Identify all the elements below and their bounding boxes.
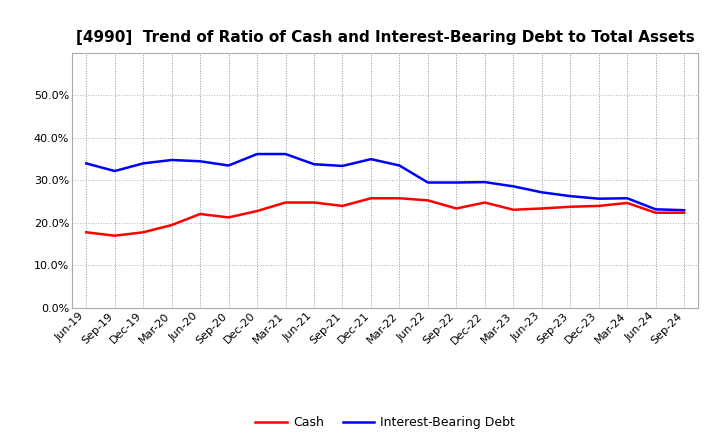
Interest-Bearing Debt bbox=[652, 207, 660, 212]
Cash bbox=[253, 209, 261, 214]
Cash bbox=[509, 207, 518, 213]
Cash bbox=[652, 210, 660, 215]
Cash bbox=[282, 200, 290, 205]
Interest-Bearing Debt bbox=[509, 184, 518, 189]
Cash bbox=[225, 215, 233, 220]
Cash bbox=[423, 198, 432, 203]
Interest-Bearing Debt bbox=[395, 163, 404, 168]
Interest-Bearing Debt bbox=[196, 159, 204, 164]
Interest-Bearing Debt bbox=[167, 158, 176, 163]
Interest-Bearing Debt bbox=[366, 157, 375, 162]
Cash bbox=[310, 200, 318, 205]
Interest-Bearing Debt bbox=[225, 163, 233, 168]
Cash bbox=[82, 230, 91, 235]
Interest-Bearing Debt bbox=[595, 196, 603, 202]
Interest-Bearing Debt bbox=[310, 161, 318, 167]
Interest-Bearing Debt bbox=[82, 161, 91, 166]
Interest-Bearing Debt bbox=[338, 163, 347, 169]
Cash bbox=[167, 222, 176, 228]
Cash bbox=[139, 230, 148, 235]
Cash bbox=[110, 233, 119, 238]
Interest-Bearing Debt bbox=[566, 194, 575, 199]
Cash bbox=[566, 204, 575, 209]
Interest-Bearing Debt bbox=[537, 190, 546, 195]
Interest-Bearing Debt bbox=[680, 208, 688, 213]
Line: Interest-Bearing Debt: Interest-Bearing Debt bbox=[86, 154, 684, 210]
Interest-Bearing Debt bbox=[423, 180, 432, 185]
Cash bbox=[537, 206, 546, 211]
Line: Cash: Cash bbox=[86, 198, 684, 236]
Cash bbox=[366, 196, 375, 201]
Cash bbox=[338, 203, 347, 209]
Legend: Cash, Interest-Bearing Debt: Cash, Interest-Bearing Debt bbox=[251, 411, 520, 434]
Interest-Bearing Debt bbox=[480, 180, 489, 185]
Cash bbox=[595, 203, 603, 209]
Interest-Bearing Debt bbox=[110, 169, 119, 174]
Cash bbox=[480, 200, 489, 205]
Interest-Bearing Debt bbox=[282, 151, 290, 157]
Cash bbox=[196, 211, 204, 216]
Interest-Bearing Debt bbox=[139, 161, 148, 166]
Title: [4990]  Trend of Ratio of Cash and Interest-Bearing Debt to Total Assets: [4990] Trend of Ratio of Cash and Intere… bbox=[76, 29, 695, 45]
Cash bbox=[395, 196, 404, 201]
Cash bbox=[623, 200, 631, 205]
Interest-Bearing Debt bbox=[623, 196, 631, 201]
Cash bbox=[452, 206, 461, 211]
Interest-Bearing Debt bbox=[452, 180, 461, 185]
Cash bbox=[680, 210, 688, 215]
Interest-Bearing Debt bbox=[253, 151, 261, 157]
